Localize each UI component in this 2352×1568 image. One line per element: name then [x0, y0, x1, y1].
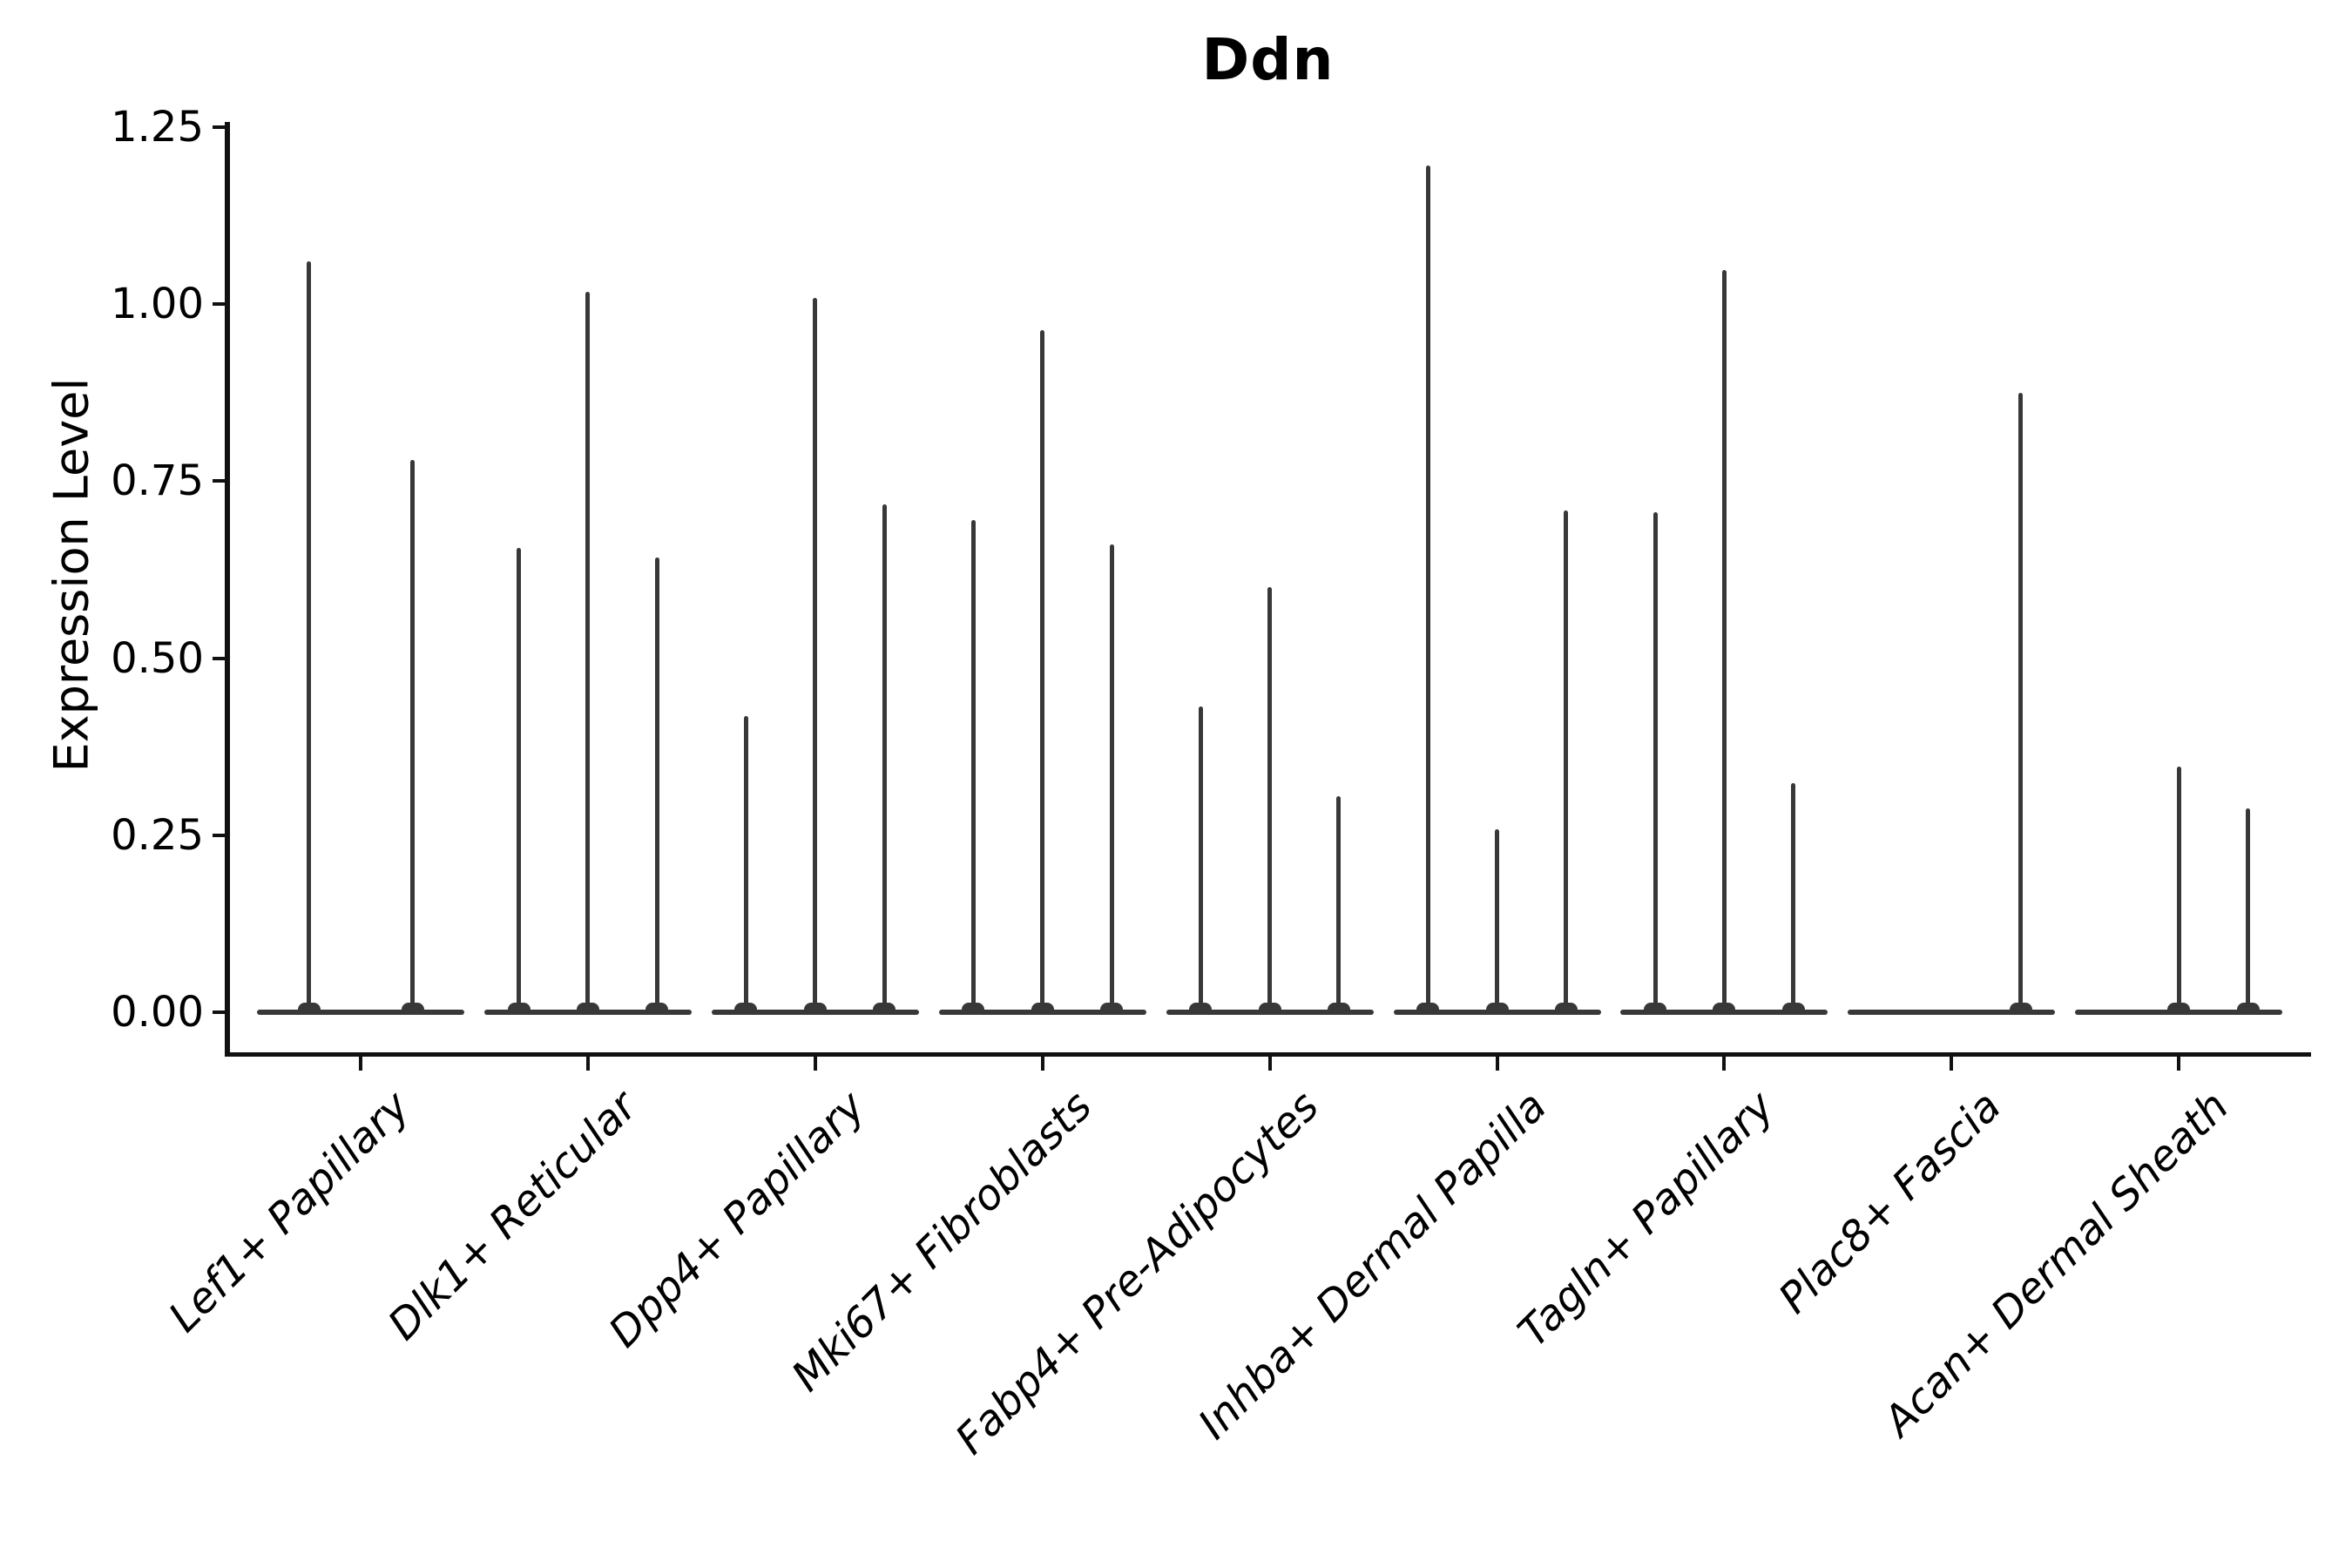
x-tick-mark [813, 1057, 817, 1071]
violin-foot [1644, 1003, 1667, 1010]
violin-spike [654, 558, 659, 1015]
violin-foot [297, 1003, 321, 1010]
violin-foot [2167, 1003, 2191, 1010]
violin-spike [813, 298, 818, 1015]
violin-spike [410, 459, 415, 1015]
y-tick-label: 0.00 [111, 988, 204, 1037]
violin-foot [2009, 1003, 2032, 1010]
violin-foot [873, 1003, 896, 1010]
violin-spike [2018, 392, 2024, 1015]
violin-foot [1100, 1003, 1124, 1010]
y-tick-mark [213, 833, 225, 837]
violin-foot [2236, 1003, 2260, 1010]
x-tick-mark [585, 1057, 590, 1071]
y-tick-mark [213, 125, 225, 129]
y-tick-label: 0.50 [111, 633, 204, 683]
y-tick-label: 1.25 [111, 102, 204, 152]
violin-foot [576, 1003, 599, 1010]
violin-foot [1713, 1003, 1736, 1010]
violin-spike [1425, 166, 1430, 1015]
x-tick-label: Lef1+ Papillary [159, 1082, 420, 1342]
x-tick-label: Tagln+ Papillary [1508, 1082, 1784, 1357]
x-axis-spine [225, 1052, 2311, 1057]
violin-spike [1109, 544, 1114, 1015]
x-tick-mark [1267, 1057, 1272, 1071]
violin-spike [585, 292, 591, 1015]
violin-spike [1791, 783, 1796, 1015]
violin-foot [1031, 1003, 1054, 1010]
y-tick-label: 0.25 [111, 810, 204, 860]
y-tick-mark [213, 656, 225, 660]
violin-foot [1258, 1003, 1281, 1010]
violin-baseline [1848, 1010, 2056, 1015]
violin-foot [803, 1003, 827, 1010]
x-tick-mark [1722, 1057, 1727, 1071]
y-tick-label: 0.75 [111, 456, 204, 506]
violin-foot [1554, 1003, 1578, 1010]
violin-spike [1267, 587, 1273, 1015]
violin-foot [734, 1003, 758, 1010]
violin-spike [970, 519, 976, 1015]
violin-spike [517, 548, 522, 1015]
x-tick-label: Dlk1+ Reticular [379, 1082, 647, 1350]
violin-foot [507, 1003, 531, 1010]
violin-spike [1336, 796, 1342, 1015]
violin-spike [1721, 269, 1727, 1015]
violin-spike [882, 504, 887, 1015]
violin-spike [2176, 766, 2181, 1015]
x-tick-mark [2177, 1057, 2181, 1071]
violin-spike [1652, 512, 1658, 1015]
violin-foot [1327, 1003, 1350, 1010]
x-tick-mark [1040, 1057, 1044, 1071]
violin-foot [401, 1003, 424, 1010]
x-tick-label: Fabp4+ Pre-Adipocytes [946, 1082, 1329, 1464]
x-tick-label: Plac8+ Fascia [1769, 1082, 2011, 1323]
y-tick-mark [213, 479, 225, 483]
violin-foot [645, 1003, 669, 1010]
x-tick-mark [1950, 1057, 1954, 1071]
violin-foot [1189, 1003, 1213, 1010]
violin-spike [1564, 510, 1569, 1015]
chart-title: Ddn [1201, 26, 1335, 93]
violin-foot [1416, 1003, 1440, 1010]
x-tick-mark [359, 1057, 362, 1071]
violin-foot [962, 1003, 985, 1010]
violin-baseline [257, 1010, 464, 1015]
violin-foot [1485, 1003, 1509, 1010]
y-axis-spine [225, 122, 230, 1057]
violin-spike [2246, 808, 2251, 1015]
violin-spike [307, 261, 311, 1015]
y-tick-mark [213, 1010, 225, 1014]
violin-spike [1495, 829, 1499, 1015]
violin-spike [1198, 706, 1203, 1015]
violin-foot [1781, 1003, 1805, 1010]
violin-spike [1040, 330, 1045, 1015]
x-tick-mark [1495, 1057, 1499, 1071]
violin-spike [743, 716, 748, 1015]
y-tick-label: 1.00 [111, 280, 204, 328]
y-tick-mark [213, 302, 225, 306]
